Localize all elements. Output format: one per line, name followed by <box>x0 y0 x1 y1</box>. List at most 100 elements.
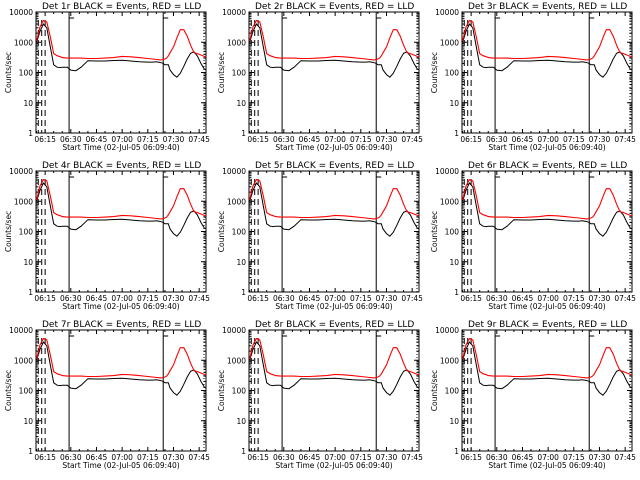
y-tick-label: 1000 <box>440 356 459 365</box>
x-tick-label: 07:45 <box>188 294 210 303</box>
x-tick-label: 07:30 <box>589 294 611 303</box>
x-tick-label: 07:00 <box>111 453 133 462</box>
y-tick-label: 1000 <box>227 38 246 47</box>
x-tick-label: 07:00 <box>324 453 346 462</box>
y-tick-label: 1000 <box>227 356 246 365</box>
panel-title: Det 8r BLACK = Events, RED = LLD <box>255 320 414 330</box>
series-lld <box>462 178 633 220</box>
x-tick-label: 07:00 <box>537 294 559 303</box>
series-lld <box>462 337 633 379</box>
series-lld <box>249 178 420 220</box>
series-lld <box>249 337 420 379</box>
x-tick-label: 07:45 <box>614 294 636 303</box>
x-tick-label: 07:00 <box>537 453 559 462</box>
x-tick-label: 07:30 <box>589 453 611 462</box>
x-tick-label: 06:30 <box>60 453 82 462</box>
y-axis-title: Counts/sec <box>4 370 13 411</box>
x-tick-label: 07:15 <box>350 294 372 303</box>
panel-title: Det 3r BLACK = Events, RED = LLD <box>468 2 627 12</box>
x-tick-label: 07:00 <box>537 135 559 144</box>
x-tick-label: 06:15 <box>460 453 482 462</box>
y-tick-label: 1000 <box>440 38 459 47</box>
x-tick-label: 07:30 <box>163 135 185 144</box>
x-tick-label: 06:15 <box>34 135 56 144</box>
x-tick-label: 06:30 <box>486 294 508 303</box>
series-lld <box>36 178 207 220</box>
y-tick-label: 10000 <box>222 326 246 335</box>
x-tick-label: 06:15 <box>34 453 56 462</box>
panel-title: Det 1r BLACK = Events, RED = LLD <box>42 2 201 12</box>
x-tick-label: 06:45 <box>86 135 108 144</box>
panel-title: Det 9r BLACK = Events, RED = LLD <box>468 320 627 330</box>
y-tick-label: 100 <box>19 387 34 396</box>
panel-title: Det 2r BLACK = Events, RED = LLD <box>255 2 414 12</box>
x-axis-title: Start Time (02-Jul-05 06:09:40) <box>62 461 179 470</box>
x-tick-label: 06:15 <box>34 294 56 303</box>
x-axis-title: Start Time (02-Jul-05 06:09:40) <box>62 302 179 311</box>
panel-6: Det 6r BLACK = Events, RED = LLD 1 10 100 10… <box>430 161 636 311</box>
x-tick-label: 06:45 <box>512 294 534 303</box>
series-lld <box>462 19 633 61</box>
panel-3: Det 3r BLACK = Events, RED = LLD 1 10 100 10… <box>430 2 636 152</box>
y-tick-label: 10 <box>449 417 459 426</box>
x-axis-title: Start Time (02-Jul-05 06:09:40) <box>275 302 392 311</box>
y-tick-label: 10 <box>449 258 459 267</box>
panel-4: Det 4r BLACK = Events, RED = LLD 1 10 100 10… <box>4 161 210 311</box>
panel-7: Det 7r BLACK = Events, RED = LLD 1 10 100 10… <box>4 320 210 470</box>
panel-5: Det 5r BLACK = Events, RED = LLD 1 10 100 10… <box>217 161 423 311</box>
x-tick-label: 07:15 <box>350 453 372 462</box>
y-tick-label: 10000 <box>9 326 33 335</box>
x-tick-label: 07:15 <box>137 135 159 144</box>
series-events <box>249 23 420 78</box>
x-tick-label: 07:15 <box>350 135 372 144</box>
y-tick-label: 10 <box>236 258 246 267</box>
x-tick-label: 06:45 <box>86 453 108 462</box>
series-events <box>462 182 633 237</box>
y-tick-label: 100 <box>445 387 460 396</box>
y-tick-label: 10 <box>23 99 33 108</box>
y-tick-label: 1000 <box>14 197 33 206</box>
x-tick-label: 07:15 <box>137 453 159 462</box>
x-axis-title: Start Time (02-Jul-05 06:09:40) <box>275 461 392 470</box>
y-tick-label: 10000 <box>435 8 459 17</box>
y-tick-label: 1000 <box>14 356 33 365</box>
y-tick-label: 10 <box>23 417 33 426</box>
x-tick-label: 06:30 <box>273 453 295 462</box>
y-tick-label: 1 <box>28 288 33 297</box>
series-events <box>462 23 633 78</box>
series-events <box>462 341 633 396</box>
x-tick-label: 06:30 <box>486 453 508 462</box>
y-tick-label: 1 <box>28 447 33 456</box>
x-tick-label: 07:00 <box>111 135 133 144</box>
panel-1: Det 1r BLACK = Events, RED = LLD 1 10 100 10… <box>4 2 210 152</box>
y-tick-label: 100 <box>232 387 247 396</box>
y-axis-title: Counts/sec <box>217 211 226 252</box>
y-tick-label: 100 <box>445 69 460 78</box>
y-tick-label: 1 <box>454 447 459 456</box>
panel-title: Det 4r BLACK = Events, RED = LLD <box>42 161 201 171</box>
y-axis-title: Counts/sec <box>430 52 439 93</box>
y-tick-label: 10 <box>236 99 246 108</box>
x-tick-label: 07:45 <box>188 453 210 462</box>
x-tick-label: 06:15 <box>460 135 482 144</box>
panel-title: Det 6r BLACK = Events, RED = LLD <box>468 161 627 171</box>
x-tick-label: 07:30 <box>376 294 398 303</box>
series-events <box>36 23 207 78</box>
x-axis-title: Start Time (02-Jul-05 06:09:40) <box>62 143 179 152</box>
y-axis-title: Counts/sec <box>217 370 226 411</box>
x-tick-label: 07:45 <box>401 135 423 144</box>
x-axis-title: Start Time (02-Jul-05 06:09:40) <box>488 143 605 152</box>
x-tick-label: 06:45 <box>299 294 321 303</box>
series-events <box>36 182 207 237</box>
y-tick-label: 10 <box>23 258 33 267</box>
y-tick-label: 10 <box>449 99 459 108</box>
y-axis-title: Counts/sec <box>430 211 439 252</box>
y-tick-label: 100 <box>232 69 247 78</box>
series-events <box>36 341 207 396</box>
y-tick-label: 10000 <box>435 167 459 176</box>
x-tick-label: 07:15 <box>563 294 585 303</box>
series-lld <box>36 19 207 61</box>
x-tick-label: 06:45 <box>86 294 108 303</box>
series-events <box>249 341 420 396</box>
